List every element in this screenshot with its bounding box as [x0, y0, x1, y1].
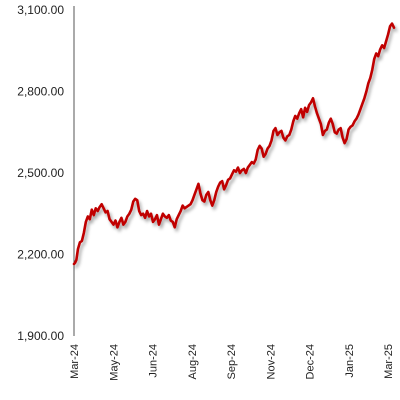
- y-tick-label: 1,900.00: [17, 329, 64, 343]
- x-axis-tick-labels: Mar-24 May-24 Jun-24 Aug-24 Sep-24 Nov-24 Dec-…: [69, 344, 395, 381]
- x-tick-label: Mar-25: [383, 344, 395, 379]
- x-tick-label: Mar-24: [69, 344, 81, 379]
- x-tick-label: Jan-25: [344, 344, 356, 378]
- x-tick-label: Jun-24: [148, 344, 160, 378]
- y-axis-tick-labels: 1,900.00 2,200.00 2,500.00 2,800.00 3,100.00: [17, 3, 64, 343]
- y-tick-label: 2,500.00: [17, 166, 64, 180]
- x-tick-label: Aug-24: [187, 344, 199, 379]
- y-tick-label: 2,200.00: [17, 248, 64, 262]
- x-tick-label: Nov-24: [265, 344, 277, 379]
- y-tick-label: 2,800.00: [17, 85, 64, 99]
- x-tick-label: Sep-24: [226, 344, 238, 379]
- x-tick-label: May-24: [108, 344, 120, 381]
- x-tick-label: Dec-24: [305, 344, 317, 379]
- series-line: [72, 22, 396, 266]
- y-tick-label: 3,100.00: [17, 3, 64, 17]
